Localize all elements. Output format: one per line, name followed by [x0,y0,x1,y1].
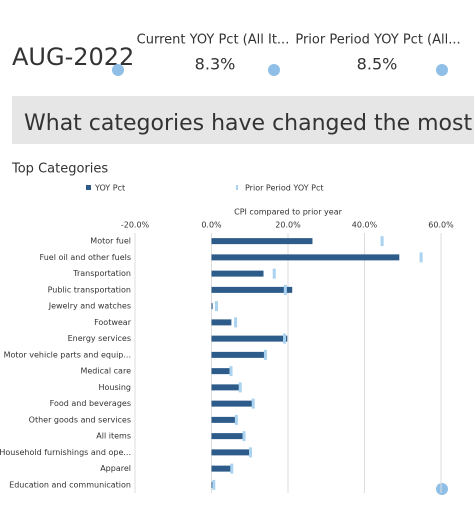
kpi-label: Current YOY Pct (All It... [137,33,290,48]
prior-marker [263,349,267,360]
bar [211,481,213,488]
x-tick-label: 20.0% [275,221,301,230]
prior-marker [212,479,216,490]
prior-marker [214,301,218,312]
bar [211,449,251,456]
prior-marker [234,414,238,425]
y-tick-label: Motor vehicle parts and equip... [4,350,131,359]
y-tick-label: Education and communication [9,480,131,489]
y-tick-label: Apparel [100,464,131,473]
filter-icon[interactable] [112,64,124,76]
legend-label: YOY Pct [94,184,125,193]
prior-marker [238,382,242,393]
y-tick-label: Motor fuel [90,237,131,246]
banner-text: What categories have changed the most f [24,111,474,136]
bar [211,303,213,310]
prior-marker [242,431,246,442]
bar [211,416,236,423]
x-tick-label: 0.0% [201,221,222,230]
prior-marker [283,333,287,344]
x-tick-label: 60.0% [428,221,454,230]
y-tick-label: Footwear [94,318,132,327]
y-tick-label: Fuel oil and other fuels [40,253,131,262]
kpi-value: 8.5% [357,55,398,74]
x-tick-label: 40.0% [352,221,378,230]
axis-title: CPI compared to prior year [234,208,342,217]
prior-marker [419,252,423,263]
y-tick-label: Other goods and services [29,415,131,424]
bar [211,384,241,391]
bar [211,238,313,245]
bar [211,433,244,440]
filter-icon[interactable] [436,64,448,76]
y-tick-label: Household furnishings and ope... [0,448,131,457]
y-tick-label: Public transportation [48,285,131,294]
legend-label: Prior Period YOY Pct [245,184,324,193]
chart-title: Top Categories [11,162,108,177]
bar [211,254,400,261]
bar [211,270,264,277]
prior-marker [249,447,253,458]
x-tick-label: -20.0% [121,221,150,230]
prior-marker [229,366,233,377]
prior-marker [272,268,276,279]
y-tick-label: Jewelry and watches [48,302,131,311]
bar [211,368,231,375]
legend-swatch [86,185,91,190]
bar [211,319,232,326]
legend-swatch [236,185,238,190]
kpi-label: Prior Period YOY Pct (All... [295,33,460,48]
y-tick-label: Medical care [80,367,131,376]
bar [211,400,253,407]
prior-marker [230,463,234,474]
prior-marker [251,398,255,409]
y-tick-label: Food and beverages [50,399,131,408]
y-tick-label: Housing [98,383,131,392]
bar [211,351,265,358]
y-tick-label: Transportation [72,269,131,278]
prior-marker [283,284,287,295]
bar [211,335,288,342]
filter-icon[interactable] [268,64,280,76]
prior-marker [234,317,238,328]
kpi-value: 8.3% [195,55,236,74]
prior-marker [380,236,384,247]
bar [211,465,232,472]
y-tick-label: All items [96,432,131,441]
y-tick-label: Energy services [68,334,131,343]
banner [12,96,474,144]
bar [211,286,293,293]
filter-icon[interactable] [436,483,448,495]
